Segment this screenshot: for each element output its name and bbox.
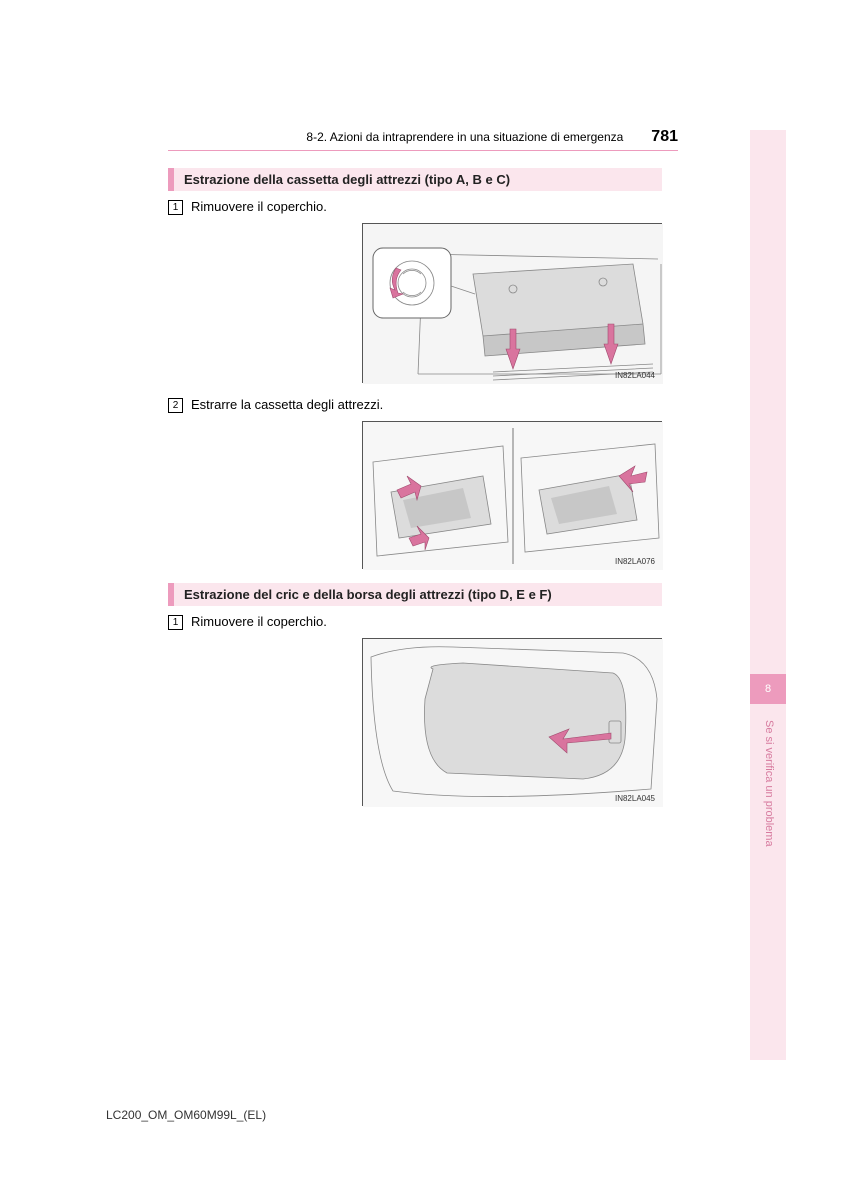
figure-box: IN82LA044 — [362, 223, 662, 383]
document-code: LC200_OM_OM60M99L_(EL) — [106, 1108, 266, 1122]
page-number: 781 — [651, 128, 678, 146]
chapter-side-label: Se si verifica un problema — [750, 716, 786, 916]
figure-caption: IN82LA045 — [615, 794, 655, 803]
header-rule — [168, 150, 678, 151]
figure-illustration-2 — [363, 422, 663, 570]
breadcrumb: 8-2. Azioni da intraprendere in una situ… — [306, 130, 623, 144]
step-number-box: 1 — [168, 615, 183, 630]
chapter-number-tab: 8 — [750, 674, 786, 704]
section-heading: Estrazione del cric e della borsa degli … — [168, 583, 662, 606]
section-heading: Estrazione della cassetta degli attrezzi… — [168, 168, 662, 191]
figure-caption: IN82LA076 — [615, 557, 655, 566]
step-row: 2 Estrarre la cassetta degli attrezzi. — [168, 397, 662, 413]
figure-illustration-1 — [363, 224, 663, 384]
figure-illustration-3 — [363, 639, 663, 807]
step-row: 1 Rimuovere il coperchio. — [168, 614, 662, 630]
step-number-box: 1 — [168, 200, 183, 215]
step-text: Estrarre la cassetta degli attrezzi. — [191, 397, 662, 412]
page-content: Estrazione della cassetta degli attrezzi… — [168, 168, 662, 820]
figure-box: IN82LA045 — [362, 638, 662, 806]
step-text: Rimuovere il coperchio. — [191, 199, 662, 214]
chapter-side-tab — [750, 130, 786, 1060]
figure-box: IN82LA076 — [362, 421, 662, 569]
step-number-box: 2 — [168, 398, 183, 413]
step-text: Rimuovere il coperchio. — [191, 614, 662, 629]
step-row: 1 Rimuovere il coperchio. — [168, 199, 662, 215]
page-header: 8-2. Azioni da intraprendere in una situ… — [168, 128, 678, 146]
figure-caption: IN82LA044 — [615, 371, 655, 380]
